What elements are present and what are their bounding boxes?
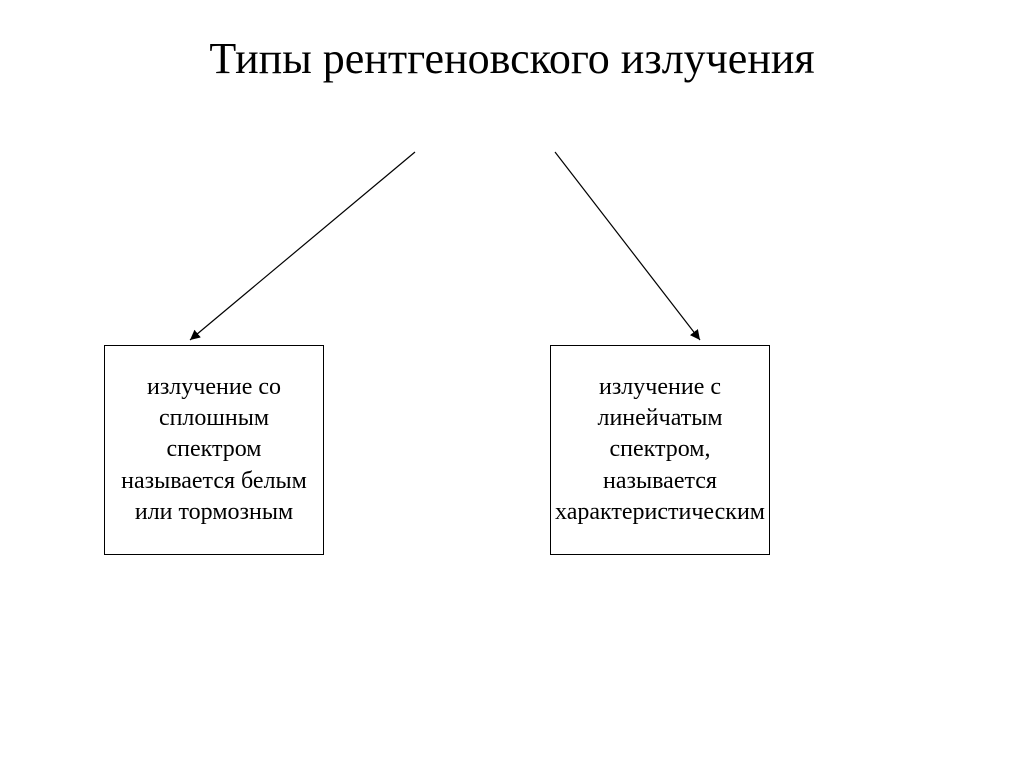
diagram-stage: Типы рентгеновского излучения излучение … (0, 0, 1024, 767)
diagram-title: Типы рентгеновского излучения (0, 34, 1024, 85)
node-line-spectrum: излучение с линейчатым спектром, называе… (550, 345, 770, 555)
arrow-left (190, 152, 415, 340)
node-continuous-spectrum-label: излучение со сплошным спектром называетс… (109, 372, 319, 528)
node-continuous-spectrum: излучение со сплошным спектром называетс… (104, 345, 324, 555)
node-line-spectrum-label: излучение с линейчатым спектром, называе… (555, 372, 765, 528)
arrow-right (555, 152, 700, 340)
